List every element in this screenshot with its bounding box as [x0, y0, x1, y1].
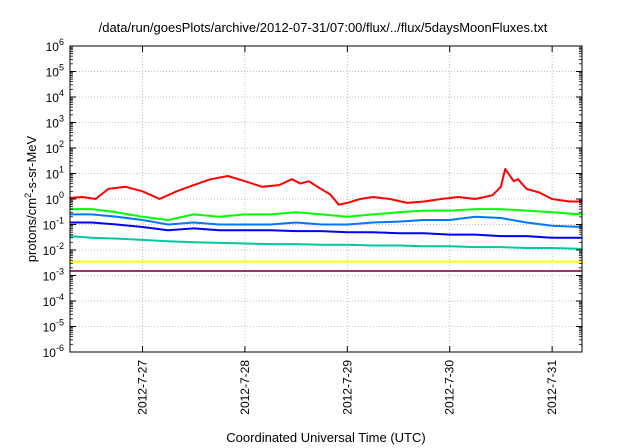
x-axis-label: Coordinated Universal Time (UTC) [226, 430, 425, 445]
y-axis-label: protons/cm2-s-sr-MeV [23, 135, 39, 262]
ticks [70, 45, 582, 353]
y-tick-label: 101 [46, 165, 64, 182]
y-tick-labels: 10-6 10-5 10-4 10-3 10-2 10-1 100 101 102 103 104 1… [43, 37, 64, 360]
x-tick-labels: 2012-7-27 2012-7-28 2012-7-29 2012-7-30 2012… [136, 360, 560, 415]
y-tick-label: 103 [46, 114, 64, 131]
chart-title: /data/run/goesPlots/archive/2012-07-31/0… [99, 20, 548, 35]
x-tick-label: 2012-7-28 [238, 360, 252, 415]
y-tick-label: 104 [46, 88, 64, 105]
series-line-4 [70, 221, 582, 239]
x-tick-label: 2012-7-30 [443, 360, 457, 415]
x-tick-label: 2012-7-27 [136, 360, 150, 415]
x-tick-label: 2012-7-29 [340, 360, 354, 415]
y-tick-label: 105 [46, 63, 64, 80]
y-tick-label: 10-1 [43, 216, 64, 233]
series-line-2 [70, 208, 583, 221]
series-line-3 [70, 213, 583, 228]
y-tick-label: 100 [46, 190, 64, 207]
series-line-5 [69, 235, 583, 250]
y-tick-label: 10-2 [43, 241, 64, 258]
x-tick-label: 2012-7-31 [545, 360, 559, 415]
plot-lines [69, 168, 583, 272]
y-tick-label: 10-6 [43, 343, 64, 360]
grid [70, 46, 582, 352]
y-tick-label: 10-3 [43, 267, 64, 284]
y-tick-label: 106 [46, 37, 64, 54]
y-tick-label: 10-4 [43, 292, 64, 309]
series-line-1 [69, 168, 582, 206]
y-tick-label: 102 [46, 139, 64, 156]
y-tick-label: 10-5 [43, 318, 64, 335]
